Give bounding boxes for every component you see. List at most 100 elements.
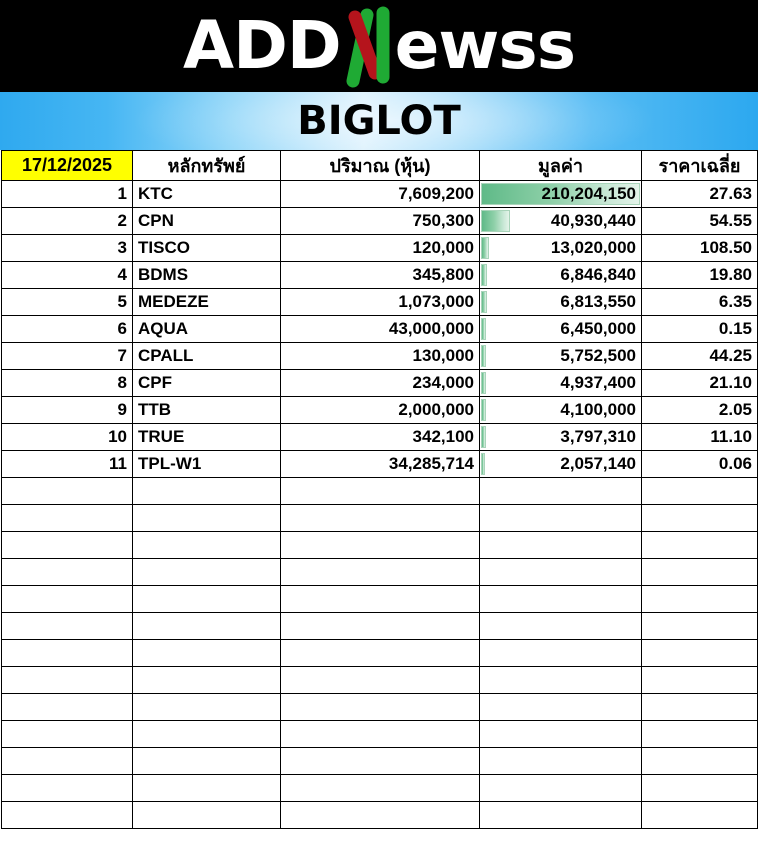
empty-cell (641, 504, 758, 532)
empty-cell (280, 774, 480, 802)
row-avgprice-cell: 54.55 (641, 207, 758, 235)
empty-cell (132, 720, 281, 748)
empty-cell (1, 774, 133, 802)
row-value-cell: 6,846,840 (479, 261, 642, 289)
empty-cell (479, 612, 642, 640)
empty-cell (1, 693, 133, 721)
row-avgprice-cell: 21.10 (641, 369, 758, 397)
row-value-text: 13,020,000 (550, 238, 636, 257)
row-rank-cell: 10 (1, 423, 133, 451)
row-value-cell: 5,752,500 (479, 342, 642, 370)
row-value-text: 3,797,310 (560, 427, 636, 446)
row-volume-cell: 1,073,000 (280, 288, 480, 316)
page-title: BIGLOT (297, 98, 461, 144)
row-value-text: 6,450,000 (560, 319, 636, 338)
row-symbol-cell: TPL-W1 (132, 450, 281, 478)
empty-cell (280, 801, 480, 829)
empty-cell (641, 531, 758, 559)
row-volume-cell: 342,100 (280, 423, 480, 451)
table-header-row: 17/12/2025 หลักทรัพย์ ปริมาณ (หุ้น) มูลค… (1, 150, 758, 181)
empty-cell (641, 720, 758, 748)
table-empty-row (1, 747, 758, 775)
table-empty-row (1, 666, 758, 694)
header-avgprice-cell: ราคาเฉลี่ย (641, 150, 758, 181)
row-value-text: 4,100,000 (560, 400, 636, 419)
row-avgprice-cell: 0.15 (641, 315, 758, 343)
biglot-table: 17/12/2025 หลักทรัพย์ ปริมาณ (หุ้น) มูลค… (1, 150, 758, 829)
empty-cell (479, 666, 642, 694)
empty-cell (280, 666, 480, 694)
row-rank-cell: 4 (1, 261, 133, 289)
row-volume-cell: 120,000 (280, 234, 480, 262)
table-empty-row (1, 801, 758, 829)
empty-cell (1, 612, 133, 640)
logo-text-pre: ADD (183, 7, 342, 84)
row-avgprice-cell: 2.05 (641, 396, 758, 424)
table-row: 9 TTB 2,000,000 4,100,000 2.05 (1, 396, 758, 424)
value-data-bar (481, 372, 486, 394)
empty-cell (479, 585, 642, 613)
row-volume-cell: 7,609,200 (280, 180, 480, 208)
logo-text-post: ewss (394, 7, 576, 84)
logo-wrap: ADD ewss (0, 0, 758, 92)
table-row: 6 AQUA 43,000,000 6,450,000 0.15 (1, 315, 758, 343)
empty-cell (1, 639, 133, 667)
empty-cell (280, 639, 480, 667)
table-row: 1 KTC 7,609,200 210,204,150 27.63 (1, 180, 758, 208)
empty-cell (479, 774, 642, 802)
row-value-cell: 40,930,440 (479, 207, 642, 235)
header-date-cell: 17/12/2025 (1, 150, 133, 181)
table-row: 4 BDMS 345,800 6,846,840 19.80 (1, 261, 758, 289)
row-value-text: 5,752,500 (560, 346, 636, 365)
empty-cell (132, 531, 281, 559)
value-data-bar (481, 183, 640, 205)
empty-cell (280, 693, 480, 721)
row-avgprice-cell: 108.50 (641, 234, 758, 262)
row-symbol-cell: TRUE (132, 423, 281, 451)
row-rank-cell: 7 (1, 342, 133, 370)
empty-cell (132, 747, 281, 775)
row-value-text: 6,813,550 (560, 292, 636, 311)
empty-cell (641, 585, 758, 613)
row-volume-cell: 345,800 (280, 261, 480, 289)
table-body: 17/12/2025 หลักทรัพย์ ปริมาณ (หุ้น) มูลค… (1, 150, 758, 829)
row-volume-cell: 750,300 (280, 207, 480, 235)
empty-cell (132, 477, 281, 505)
empty-cell (641, 747, 758, 775)
row-volume-cell: 234,000 (280, 369, 480, 397)
row-value-cell: 6,450,000 (479, 315, 642, 343)
row-rank-cell: 1 (1, 180, 133, 208)
row-symbol-cell: CPALL (132, 342, 281, 370)
empty-cell (479, 693, 642, 721)
header-value-cell: มูลค่า (479, 150, 642, 181)
empty-cell (641, 477, 758, 505)
empty-cell (280, 477, 480, 505)
row-symbol-cell: MEDEZE (132, 288, 281, 316)
table-empty-row (1, 774, 758, 802)
value-data-bar (481, 264, 487, 286)
logo-chart-n-icon (341, 3, 395, 89)
empty-cell (479, 720, 642, 748)
value-data-bar (481, 345, 487, 367)
row-volume-cell: 43,000,000 (280, 315, 480, 343)
value-data-bar (481, 291, 487, 313)
row-volume-cell: 34,285,714 (280, 450, 480, 478)
row-volume-cell: 2,000,000 (280, 396, 480, 424)
row-value-text: 2,057,140 (560, 454, 636, 473)
row-symbol-cell: BDMS (132, 261, 281, 289)
empty-cell (280, 504, 480, 532)
row-rank-cell: 11 (1, 450, 133, 478)
table-row: 7 CPALL 130,000 5,752,500 44.25 (1, 342, 758, 370)
empty-cell (280, 720, 480, 748)
row-value-text: 210,204,150 (541, 184, 636, 203)
row-rank-cell: 2 (1, 207, 133, 235)
empty-cell (132, 558, 281, 586)
row-value-cell: 6,813,550 (479, 288, 642, 316)
table-row: 10 TRUE 342,100 3,797,310 11.10 (1, 423, 758, 451)
row-symbol-cell: CPN (132, 207, 281, 235)
table-row: 5 MEDEZE 1,073,000 6,813,550 6.35 (1, 288, 758, 316)
row-value-cell: 4,100,000 (479, 396, 642, 424)
row-rank-cell: 8 (1, 369, 133, 397)
empty-cell (479, 531, 642, 559)
empty-cell (132, 504, 281, 532)
